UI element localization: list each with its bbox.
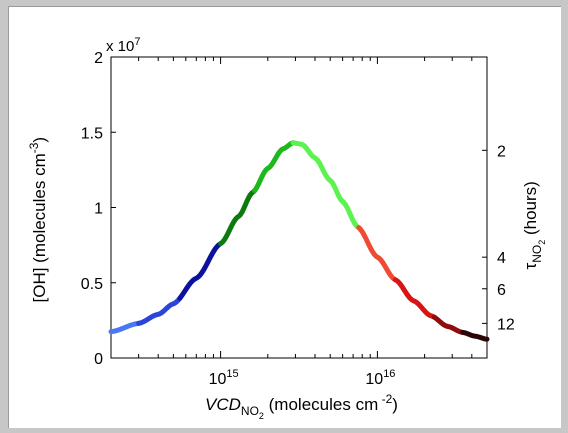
y-tick-label: 0 — [94, 351, 103, 368]
y2-tick-label: 6 — [497, 282, 506, 299]
y2-tick-label: 4 — [497, 250, 506, 267]
curve-segment-3 — [177, 241, 224, 301]
figure-canvas: 0 0.5 1 1.5 2 1015 1016 2 4 6 12 x 107 [OH] (molec… — [8, 6, 561, 428]
y2-axis-label: τNO2 (hours) — [521, 181, 547, 269]
y2-tick-label: 12 — [497, 316, 515, 333]
y2-tick-label: 2 — [497, 143, 506, 160]
curve-segment-1 — [108, 320, 142, 335]
y-tick-label: 1 — [94, 201, 103, 218]
y-axis-label: [OH] (molecules cm-3) — [27, 137, 49, 303]
curve-segment-4 — [218, 188, 258, 247]
x-tick-label: 1016 — [365, 368, 395, 388]
axis-ticks: 0 0.5 1 1.5 2 1015 1016 2 4 6 12 — [81, 50, 515, 388]
x-tick-label: 1015 — [209, 368, 239, 388]
y-tick-label: 1.5 — [81, 125, 103, 142]
y-multiplier-label: x 107 — [106, 36, 140, 55]
curve-segment-5 — [252, 140, 296, 194]
curve-segment-2 — [136, 295, 183, 326]
x-axis-label: VCDNO2 (molecules cm -2) — [205, 392, 398, 421]
oh-vs-vcd-chart: 0 0.5 1 1.5 2 1015 1016 2 4 6 12 x 107 [OH] (molec… — [27, 36, 547, 421]
curve-segment-9 — [431, 314, 466, 335]
y-tick-label: 2 — [94, 50, 103, 67]
plot-area — [110, 56, 488, 359]
curve-segment-7 — [356, 225, 398, 283]
curve-segment-6 — [290, 140, 362, 231]
curve-segment-8 — [392, 277, 437, 320]
curve-segment-10 — [460, 329, 490, 342]
y-tick-label: 0.5 — [81, 276, 103, 293]
oh-curve — [108, 140, 490, 342]
